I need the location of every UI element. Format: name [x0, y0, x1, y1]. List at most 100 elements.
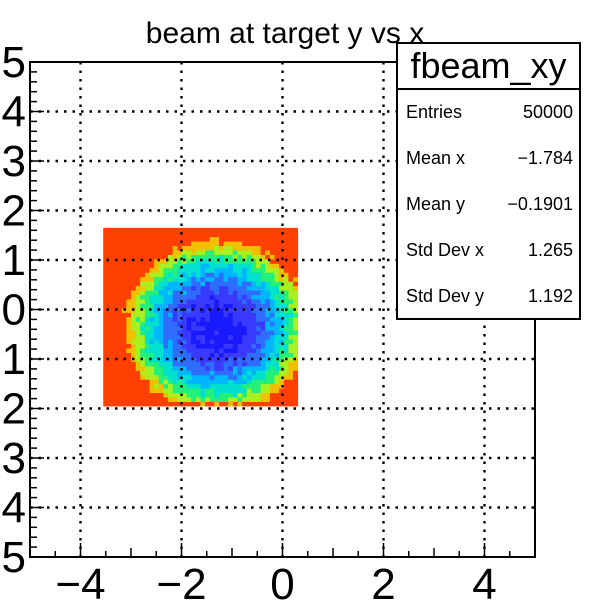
heatmap-cell: [191, 397, 196, 402]
heatmap-cell: [187, 268, 192, 273]
heatmap-cell: [103, 312, 108, 317]
heatmap-cell: [168, 339, 173, 344]
heatmap-cell: [187, 339, 192, 344]
heatmap-cell: [256, 393, 261, 398]
heatmap-cell: [210, 241, 215, 246]
heatmap-cell: [237, 335, 242, 340]
heatmap-cell: [196, 312, 201, 317]
heatmap-cell: [163, 393, 168, 398]
heatmap-cell: [265, 255, 270, 260]
heatmap-cell: [219, 268, 224, 273]
heatmap-cell: [237, 255, 242, 260]
heatmap-cell: [233, 339, 238, 344]
heatmap-cell: [108, 384, 113, 389]
heatmap-cell: [103, 348, 108, 353]
heatmap-cell: [182, 268, 187, 273]
heatmap-cell: [270, 330, 275, 335]
heatmap-cell: [275, 375, 280, 380]
heatmap-cell: [112, 370, 117, 375]
heatmap-cell: [159, 263, 164, 268]
heatmap-cell: [154, 317, 159, 322]
heatmap-cell: [117, 370, 122, 375]
heatmap-cell: [261, 250, 266, 255]
heatmap-cell: [219, 370, 224, 375]
heatmap-cell: [191, 402, 196, 407]
heatmap-cell: [191, 370, 196, 375]
heatmap-cell: [140, 250, 145, 255]
heatmap-cell: [233, 255, 238, 260]
heatmap-cell: [140, 268, 145, 273]
heatmap-cell: [242, 281, 247, 286]
heatmap-cell: [196, 281, 201, 286]
heatmap-cell: [136, 308, 141, 313]
heatmap-cell: [265, 335, 270, 340]
heatmap-cell: [205, 250, 210, 255]
heatmap-cell: [145, 250, 150, 255]
heatmap-cell: [205, 304, 210, 309]
heatmap-cell: [122, 366, 127, 371]
heatmap-cell: [117, 259, 122, 264]
heatmap-cell: [126, 268, 131, 273]
heatmap-cell: [150, 277, 155, 282]
heatmap-cell: [159, 277, 164, 282]
heatmap-cell: [275, 379, 280, 384]
heatmap-cell: [270, 393, 275, 398]
heatmap-cell: [247, 397, 252, 402]
heatmap-cell: [173, 384, 178, 389]
heatmap-cell: [154, 397, 159, 402]
heatmap-cell: [154, 232, 159, 237]
heatmap-cell: [140, 339, 145, 344]
heatmap-cell: [196, 344, 201, 349]
heatmap-cell: [126, 308, 131, 313]
heatmap-cell: [117, 272, 122, 277]
heatmap-cell: [270, 344, 275, 349]
heatmap-cell: [122, 250, 127, 255]
heatmap-cell: [237, 393, 242, 398]
heatmap-cell: [196, 330, 201, 335]
heatmap-cell: [247, 326, 252, 331]
heatmap-cell: [159, 232, 164, 237]
heatmap-cell: [168, 281, 173, 286]
heatmap-cell: [251, 295, 256, 300]
stats-label: Std Dev y: [406, 286, 484, 307]
heatmap-cell: [187, 277, 192, 282]
heatmap-cell: [284, 384, 289, 389]
heatmap-cell: [122, 344, 127, 349]
heatmap-cell: [270, 321, 275, 326]
heatmap-cell: [108, 272, 113, 277]
heatmap-cell: [168, 321, 173, 326]
x-tick-label: 0: [270, 560, 294, 609]
heatmap-cell: [122, 228, 127, 233]
heatmap-cell: [159, 335, 164, 340]
heatmap-cell: [288, 295, 293, 300]
heatmap-cell: [117, 228, 122, 233]
heatmap-cell: [154, 295, 159, 300]
heatmap-cell: [261, 237, 266, 242]
heatmap-cell: [136, 344, 141, 349]
heatmap-cell: [228, 353, 233, 358]
heatmap-cell: [214, 375, 219, 380]
heatmap-cell: [256, 388, 261, 393]
heatmap-cell: [237, 379, 242, 384]
heatmap-cell: [256, 375, 261, 380]
heatmap-cell: [136, 312, 141, 317]
heatmap-cell: [108, 370, 113, 375]
heatmap-cell: [103, 393, 108, 398]
heatmap-cell: [150, 272, 155, 277]
heatmap-cell: [200, 384, 205, 389]
heatmap-cell: [288, 388, 293, 393]
heatmap-cell: [108, 375, 113, 380]
heatmap-cell: [150, 290, 155, 295]
heatmap-cell: [228, 379, 233, 384]
heatmap-cell: [196, 348, 201, 353]
heatmap-cell: [256, 299, 261, 304]
heatmap-cell: [173, 246, 178, 251]
heatmap-cell: [173, 326, 178, 331]
heatmap-cell: [200, 366, 205, 371]
heatmap-cell: [261, 344, 266, 349]
heatmap-cell: [196, 241, 201, 246]
heatmap-cell: [173, 317, 178, 322]
heatmap-cell: [288, 353, 293, 358]
heatmap-cell: [154, 246, 159, 251]
heatmap-cell: [136, 246, 141, 251]
